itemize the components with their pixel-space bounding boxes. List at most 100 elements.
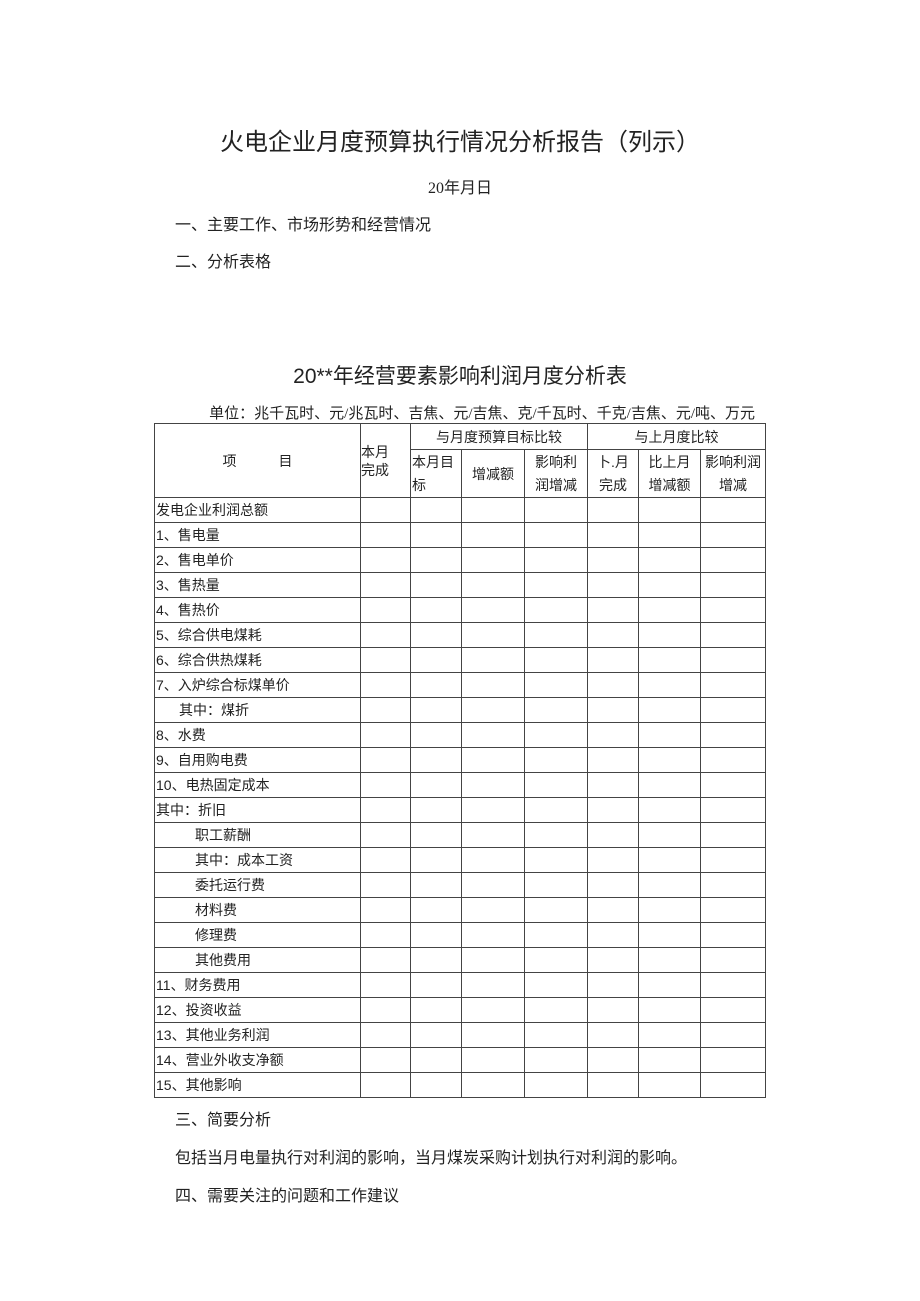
table-cell — [524, 997, 588, 1023]
table-cell — [524, 672, 588, 698]
table-cell — [461, 997, 525, 1023]
table-cell — [587, 572, 639, 598]
header-item: 项 目 — [154, 423, 361, 498]
row-label: 2、售电单价 — [154, 547, 361, 573]
table-cell — [524, 572, 588, 598]
table-cell — [524, 1072, 588, 1098]
table-cell — [638, 647, 701, 673]
table-cell — [587, 822, 639, 848]
table-cell — [587, 647, 639, 673]
table-cell — [700, 897, 766, 923]
header-budget-profit: 影响利润增减 — [524, 449, 588, 498]
table-row: 1、售电量 — [154, 522, 766, 548]
table-cell — [700, 647, 766, 673]
row-label: 14、营业外收支净额 — [154, 1047, 361, 1073]
section-2-heading: 二、分析表格 — [175, 254, 272, 271]
table-cell — [587, 997, 639, 1023]
table-cell — [360, 1047, 411, 1073]
table-cell — [638, 747, 701, 773]
table-row: 11、财务费用 — [154, 972, 766, 998]
table-row: 6、综合供热煤耗 — [154, 647, 766, 673]
table-cell — [638, 547, 701, 573]
row-label: 3、售热量 — [154, 572, 361, 598]
table-cell — [524, 697, 588, 723]
row-label: 5、综合供电煤耗 — [154, 622, 361, 648]
table-cell — [410, 497, 462, 523]
table-cell — [360, 572, 411, 598]
table-cell — [360, 622, 411, 648]
table-cell — [461, 622, 525, 648]
table-row: 2、售电单价 — [154, 547, 766, 573]
header-prev-done: 卜.月完成 — [587, 449, 639, 498]
table-cell — [700, 1022, 766, 1048]
table-cell — [524, 497, 588, 523]
table-cell — [587, 547, 639, 573]
table-cell — [638, 822, 701, 848]
table-row: 委托运行费 — [154, 872, 766, 898]
table-cell — [638, 772, 701, 798]
table-cell — [524, 747, 588, 773]
table-cell — [360, 697, 411, 723]
table-row: 其中：折旧 — [154, 797, 766, 823]
row-label: 6、综合供热煤耗 — [154, 647, 361, 673]
table-row: 职工薪酬 — [154, 822, 766, 848]
row-label: 其他费用 — [154, 947, 361, 973]
table-cell — [700, 1072, 766, 1098]
table-cell — [700, 722, 766, 748]
table-cell — [360, 797, 411, 823]
table-cell — [410, 822, 462, 848]
table-cell — [524, 597, 588, 623]
row-label: 10、电热固定成本 — [154, 772, 361, 798]
table-cell — [524, 722, 588, 748]
row-label: 其中：折旧 — [154, 797, 361, 823]
table-cell — [410, 797, 462, 823]
table-cell — [461, 772, 525, 798]
table-row: 12、投资收益 — [154, 997, 766, 1023]
table-cell — [638, 797, 701, 823]
table-cell — [700, 772, 766, 798]
table-cell — [524, 897, 588, 923]
table-cell — [587, 597, 639, 623]
table-cell — [587, 1022, 639, 1048]
table-row: 9、自用购电费 — [154, 747, 766, 773]
table-cell — [638, 722, 701, 748]
table-cell — [360, 847, 411, 873]
table-cell — [461, 822, 525, 848]
table-cell — [360, 647, 411, 673]
table-cell — [700, 697, 766, 723]
table-cell — [410, 1022, 462, 1048]
table-cell — [524, 622, 588, 648]
table-cell — [461, 1072, 525, 1098]
table-cell — [461, 947, 525, 973]
table-cell — [461, 972, 525, 998]
row-label: 8、水费 — [154, 722, 361, 748]
table-cell — [360, 747, 411, 773]
table-cell — [700, 597, 766, 623]
section-3-heading: 三、简要分析 — [175, 1112, 272, 1129]
table-cell — [524, 547, 588, 573]
table-cell — [360, 547, 411, 573]
table-cell — [524, 522, 588, 548]
table-cell — [700, 822, 766, 848]
table-cell — [700, 672, 766, 698]
table-cell — [587, 497, 639, 523]
row-label: 11、财务费用 — [154, 972, 361, 998]
document-date: 20年月日 — [427, 180, 492, 197]
table-row: 8、水费 — [154, 722, 766, 748]
table-row: 13、其他业务利润 — [154, 1022, 766, 1048]
table-row: 修理费 — [154, 922, 766, 948]
table-cell — [360, 772, 411, 798]
table-cell — [587, 922, 639, 948]
table-row: 10、电热固定成本 — [154, 772, 766, 798]
row-label: 7、入炉综合标煤单价 — [154, 672, 361, 698]
table-row: 材料费 — [154, 897, 766, 923]
table-cell — [638, 897, 701, 923]
header-current: 本月完成 — [360, 423, 411, 498]
table-cell — [587, 1072, 639, 1098]
table-cell — [360, 822, 411, 848]
table-cell — [700, 1047, 766, 1073]
table-cell — [638, 522, 701, 548]
table-cell — [410, 622, 462, 648]
table-cell — [700, 947, 766, 973]
table-cell — [461, 697, 525, 723]
